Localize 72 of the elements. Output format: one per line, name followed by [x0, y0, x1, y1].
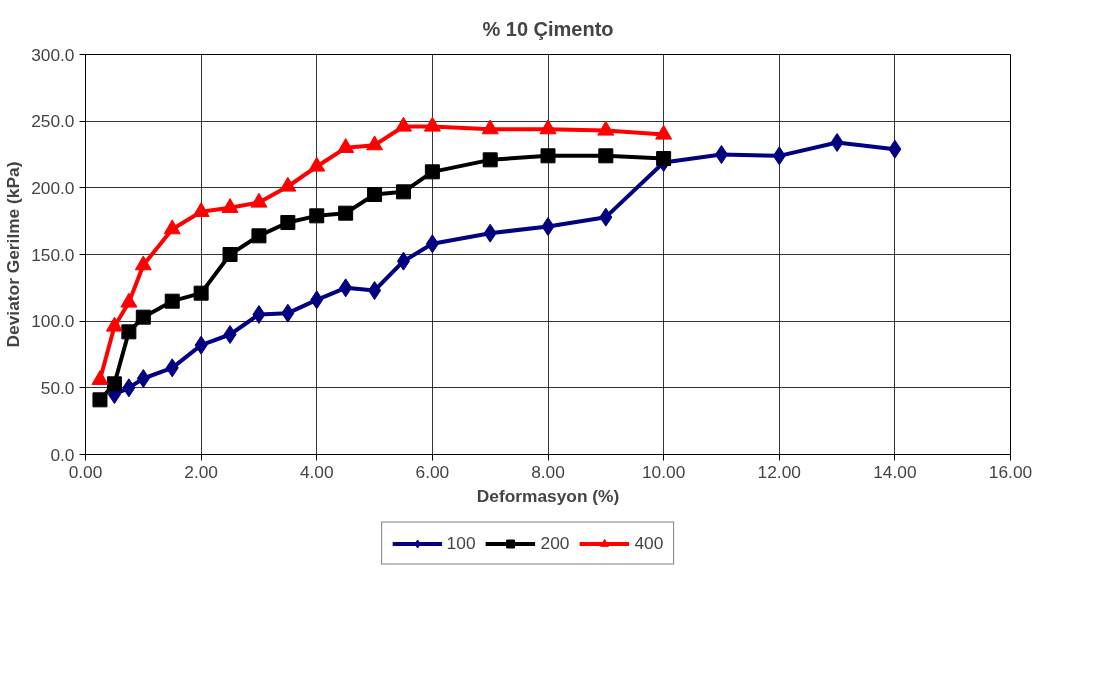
point: [339, 278, 353, 298]
x-tick-label: 6.00: [415, 461, 450, 482]
point: [368, 281, 382, 300]
point: [250, 192, 268, 208]
point: [482, 152, 498, 168]
point: [106, 376, 122, 392]
point: [121, 324, 137, 340]
point: [599, 207, 613, 227]
point: [597, 120, 615, 136]
point: [540, 148, 556, 164]
y-tick-label: 150.0: [31, 244, 75, 265]
point: [396, 251, 410, 271]
point: [655, 124, 673, 140]
point: [135, 309, 151, 325]
x-tick-label: 14.00: [873, 461, 917, 482]
point: [122, 378, 136, 398]
y-tick-label: 250.0: [31, 111, 75, 132]
x-tick-label: 4.00: [299, 461, 334, 482]
point: [483, 223, 497, 243]
point: [308, 156, 326, 172]
x-tick-label: 12.00: [757, 461, 801, 482]
point: [192, 202, 210, 217]
point: [134, 255, 152, 271]
point: [338, 205, 354, 221]
point: [165, 358, 179, 378]
x-axis-title: Deformasyon (%): [476, 485, 620, 506]
legend-label: 400: [634, 532, 664, 554]
y-tick-label: 300.0: [31, 44, 75, 65]
point: [394, 116, 412, 132]
point: [481, 119, 499, 135]
x-tick-label: 2.00: [184, 461, 218, 482]
point: [539, 119, 557, 135]
y-tick-label: 200.0: [31, 177, 75, 198]
x-tick-label: 16.00: [988, 461, 1033, 482]
point: [367, 187, 383, 202]
point: [222, 247, 238, 262]
point: [656, 151, 672, 166]
point: [772, 146, 786, 166]
point: [395, 184, 411, 200]
point: [193, 285, 209, 301]
point: [888, 139, 902, 159]
y-axis-title: Deviator Gerilme (kPa): [3, 161, 24, 348]
point: [281, 303, 295, 323]
chart-title: % 10 Çimento: [482, 17, 614, 40]
point: [423, 116, 441, 132]
legend-label: 100: [446, 532, 476, 554]
point: [425, 234, 439, 254]
point: [310, 290, 324, 310]
legend-label: 200: [540, 532, 570, 554]
point: [830, 133, 844, 152]
x-tick-label: 8.00: [531, 461, 565, 482]
point: [541, 217, 555, 236]
point: [424, 164, 440, 180]
point: [309, 208, 325, 224]
point: [223, 325, 237, 344]
point: [136, 369, 150, 388]
point: [279, 176, 297, 192]
y-tick-label: 50.0: [40, 377, 75, 398]
point: [251, 228, 267, 244]
point: [366, 135, 384, 151]
point: [598, 148, 614, 164]
point: [714, 145, 728, 164]
point: [252, 305, 266, 324]
point: [221, 198, 239, 213]
point: [337, 138, 355, 153]
point: [164, 293, 180, 309]
point: [163, 219, 181, 235]
y-tick-label: 100.0: [31, 311, 75, 332]
point: [194, 335, 208, 355]
x-tick-label: 10.00: [641, 461, 686, 482]
point: [92, 392, 108, 408]
point: [280, 215, 296, 230]
